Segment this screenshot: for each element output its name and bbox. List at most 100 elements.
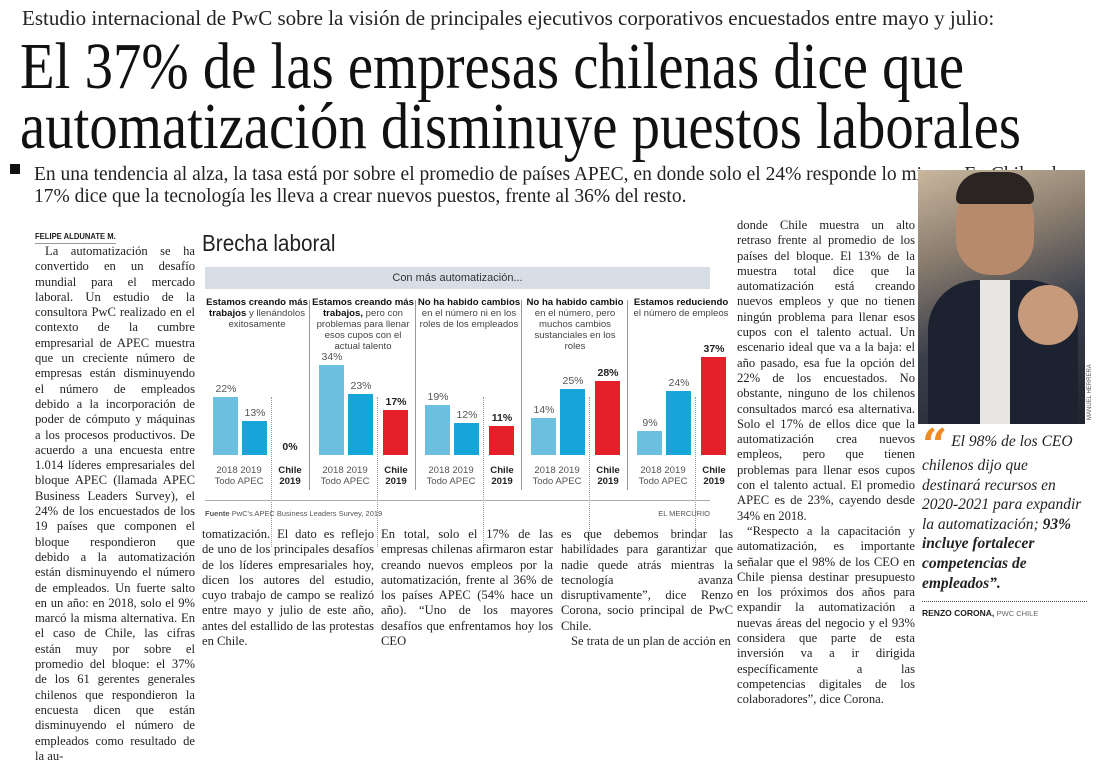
body-paragraph: Se trata de un plan de acción en bbox=[571, 634, 731, 649]
group-header-text: y llenándolos exitosamente bbox=[228, 308, 305, 330]
group-header-text: el número de empleos bbox=[633, 308, 729, 319]
chart-group: No ha habido cambios en el número ni en … bbox=[417, 297, 521, 547]
quote-author-org: PWC CHILE bbox=[996, 609, 1039, 618]
x-label-todo-apec: Todo APEC bbox=[320, 476, 370, 487]
group-header: Estamos reduciendo el número de empleos bbox=[629, 297, 733, 319]
bar-2019 bbox=[348, 394, 373, 455]
bar-value-label: 14% bbox=[533, 403, 555, 416]
photo-credit: MANUEL HERRERA bbox=[1087, 364, 1093, 420]
x-label-apec: 2018 2019 Todo APEC bbox=[313, 465, 377, 487]
bar-2019 bbox=[242, 420, 267, 455]
x-label-2018: 2018 bbox=[534, 465, 556, 476]
chart-band: Con más automatización... bbox=[205, 267, 710, 289]
body-paragraph: donde Chile muestra un alto retraso fren… bbox=[737, 218, 915, 523]
body-column-4: es que debemos brindar las habilidades p… bbox=[561, 527, 733, 649]
bar-value-label: 24% bbox=[668, 377, 690, 390]
group-separator bbox=[415, 300, 416, 490]
group-header-bold: No ha habido cambios bbox=[417, 297, 521, 308]
x-label-chile-name: Chile bbox=[278, 465, 302, 476]
x-label-2018: 2018 bbox=[322, 465, 344, 476]
square-bullet-icon bbox=[10, 164, 20, 174]
bar-2018 bbox=[637, 431, 662, 455]
x-label-apec: 2018 2019 Todo APEC bbox=[207, 465, 271, 487]
bar-2018 bbox=[319, 364, 344, 455]
bar-value-label: 19% bbox=[427, 390, 449, 403]
chart-title: Brecha laboral bbox=[202, 230, 336, 256]
headline-line-2: automatización disminuye puestos laboral… bbox=[20, 90, 1021, 163]
bar-2019 bbox=[666, 391, 691, 455]
x-label-chile-year: 2019 bbox=[385, 476, 407, 487]
quote-attribution: RENZO CORONA, PWC CHILE bbox=[922, 601, 1087, 618]
bar-value-label: 9% bbox=[642, 417, 658, 430]
x-label-apec: 2018 2019 Todo APEC bbox=[419, 465, 483, 487]
bar-chile-2019 bbox=[383, 409, 408, 455]
body-column-1: La automatización se ha convertido en un… bbox=[35, 244, 195, 763]
headline-line-1: El 37% de las empresas chilenas dice que bbox=[20, 30, 965, 103]
chart-group: Estamos creando más trabajos, pero con p… bbox=[311, 297, 415, 547]
group-header: No ha habido cambio en el número, pero m… bbox=[523, 297, 627, 352]
x-label-chile: Chile 2019 bbox=[273, 465, 307, 487]
group-header-bold: Estamos reduciendo bbox=[633, 297, 729, 308]
x-label-2018: 2018 bbox=[428, 465, 450, 476]
x-label-2018: 2018 bbox=[640, 465, 662, 476]
x-label-2019: 2019 bbox=[449, 465, 474, 476]
chart-footer: Fuente PwC's APEC Business Leaders Surve… bbox=[205, 500, 710, 518]
bar-chile-2019 bbox=[701, 356, 726, 455]
x-label-2019: 2019 bbox=[343, 465, 368, 476]
bar-value-label: 12% bbox=[456, 409, 478, 422]
x-label-todo-apec: Todo APEC bbox=[532, 476, 582, 487]
group-header: No ha habido cambios en el número ni en … bbox=[417, 297, 521, 330]
source-label: Fuente bbox=[205, 509, 230, 518]
group-header-text: en el número, pero muchos cambios sustan… bbox=[534, 308, 616, 352]
portrait-shirt bbox=[980, 280, 1010, 424]
bar-value-label: 0% bbox=[282, 441, 298, 453]
x-label-chile-year: 2019 bbox=[703, 476, 725, 487]
kicker: Estudio internacional de PwC sobre la vi… bbox=[22, 6, 995, 30]
bar-chile-2019 bbox=[595, 380, 620, 455]
bar-value-label: 23% bbox=[350, 380, 372, 393]
chile-divider bbox=[483, 397, 484, 547]
quote-author: RENZO CORONA, bbox=[922, 608, 995, 618]
x-label-todo-apec: Todo APEC bbox=[214, 476, 264, 487]
chart-group: No ha habido cambio en el número, pero m… bbox=[523, 297, 627, 547]
portrait-hair bbox=[956, 172, 1034, 204]
portrait-hand bbox=[1018, 285, 1078, 345]
body-paragraph: “Respecto a la capacitación y automatiza… bbox=[737, 523, 915, 707]
bar-value-label: 28% bbox=[597, 366, 619, 379]
group-separator bbox=[627, 300, 628, 490]
bar-2018 bbox=[425, 404, 450, 455]
bar-2019 bbox=[560, 388, 585, 455]
bar-value-label: 11% bbox=[491, 411, 513, 424]
chile-divider bbox=[589, 397, 590, 547]
group-header-bold: Estamos creando más trabajos bbox=[206, 297, 308, 319]
bar-value-label: 25% bbox=[562, 374, 584, 387]
x-label-2018: 2018 bbox=[216, 465, 238, 476]
chile-divider bbox=[377, 397, 378, 547]
x-label-2019: 2019 bbox=[555, 465, 580, 476]
x-label-2019: 2019 bbox=[661, 465, 686, 476]
x-label-chile-year: 2019 bbox=[491, 476, 513, 487]
chile-divider bbox=[695, 397, 696, 547]
body-paragraph: es que debemos brindar las habilidades p… bbox=[561, 527, 733, 633]
x-label-apec: 2018 2019 Todo APEC bbox=[631, 465, 695, 487]
x-label-chile: Chile 2019 bbox=[697, 465, 731, 487]
group-header-bold: No ha habido cambio bbox=[526, 297, 624, 308]
group-header-text: en el número ni en los roles de los empl… bbox=[419, 308, 519, 330]
x-label-chile-year: 2019 bbox=[279, 476, 301, 487]
x-label-todo-apec: Todo APEC bbox=[426, 476, 476, 487]
chart-credit: EL MERCURIO bbox=[658, 509, 710, 518]
bar-2018 bbox=[213, 396, 238, 455]
photo-renzo-corona bbox=[918, 170, 1085, 424]
x-label-apec: 2018 2019 Todo APEC bbox=[525, 465, 589, 487]
group-separator bbox=[521, 300, 522, 490]
bar-value-label: 34% bbox=[321, 350, 343, 363]
source-text: PwC's APEC Business Leaders Survey, 2019 bbox=[231, 509, 383, 518]
chile-divider bbox=[271, 397, 272, 547]
chart-brecha-laboral: Brecha laboral Con más automatización...… bbox=[200, 228, 733, 547]
x-label-chile-name: Chile bbox=[384, 465, 408, 476]
group-header-text: pero con problemas para llenar esos cupo… bbox=[316, 308, 410, 352]
bar-value-label: 37% bbox=[703, 342, 725, 355]
bar-value-label: 17% bbox=[385, 395, 407, 408]
bar-value-label: 22% bbox=[215, 382, 237, 395]
quote-bold-text: 93% incluye fortalecer competencias de e… bbox=[922, 515, 1071, 592]
